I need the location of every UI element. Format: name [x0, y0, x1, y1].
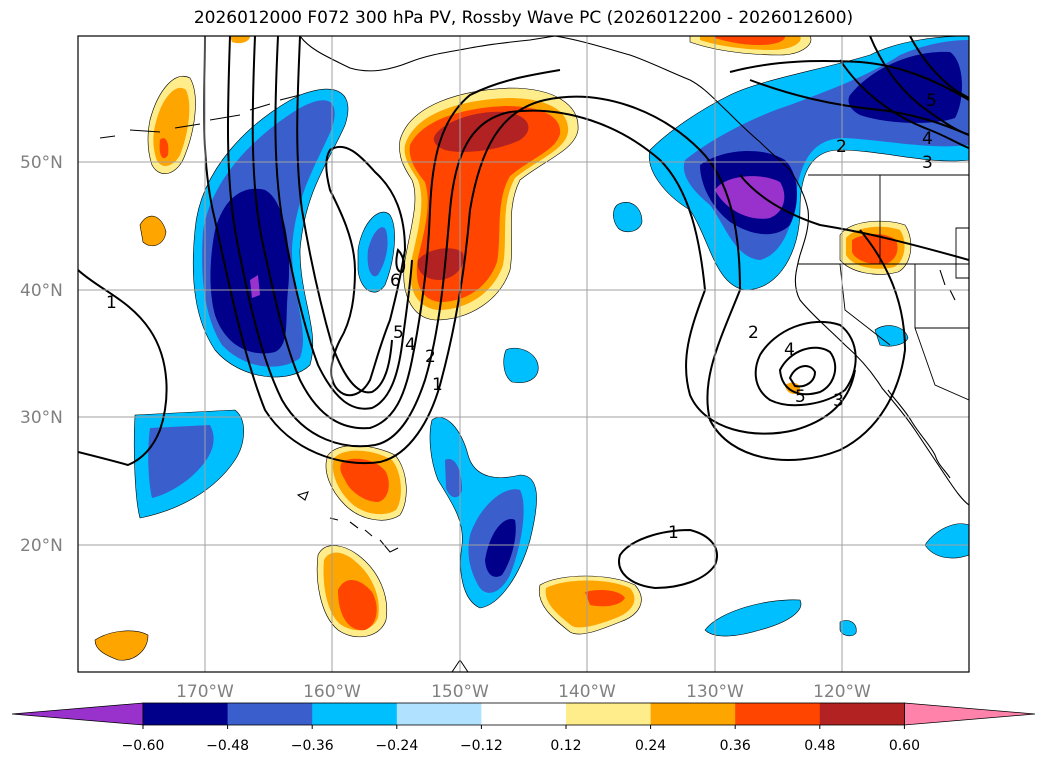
colorbar-segment	[396, 703, 482, 725]
plot-frame	[77, 35, 970, 673]
contour-label: 4	[405, 335, 416, 355]
colorbar-segment	[819, 703, 905, 725]
contour-label: 1	[106, 293, 117, 313]
negative-anomaly-small-6	[924, 523, 969, 559]
contour-label: 1	[668, 523, 679, 543]
negative-anomaly-small-1	[357, 211, 395, 293]
colorbar-segment	[650, 703, 736, 725]
lat-label: 30°N	[20, 408, 63, 428]
lat-label: 40°N	[20, 281, 63, 301]
positive-anomaly-northwest	[147, 76, 196, 174]
lat-label: 20°N	[20, 536, 63, 556]
lat-label: 50°N	[20, 153, 63, 173]
colorbar-segment	[227, 703, 313, 725]
positive-anomaly-south-1	[325, 445, 407, 521]
colorbar-tick-label: 0.12	[550, 738, 581, 754]
negative-anomaly-small-2	[503, 347, 539, 383]
lon-label: 130°W	[686, 682, 744, 702]
colorbar-tick-label: −0.24	[375, 738, 418, 754]
negative-anomaly-central	[429, 417, 537, 609]
colorbar-arrow-left	[11, 702, 144, 726]
colorbar-segment	[481, 703, 567, 725]
positive-anomaly-small-2	[94, 630, 149, 661]
negative-anomaly-west	[192, 88, 349, 378]
colorbar-tick-label: 0.48	[804, 738, 835, 754]
contour-label: 3	[833, 391, 844, 411]
contour-labels: 1 6 5 4 2 1 2 4 5 3 2 3 4 5 1	[106, 91, 937, 543]
negative-anomaly-small-5	[704, 599, 802, 637]
contour-label: 5	[795, 387, 806, 407]
latitude-labels: 50°N 40°N 30°N 20°N	[20, 153, 63, 556]
contour-label: 5	[393, 323, 404, 343]
contour-label: 3	[922, 153, 933, 173]
colorbar-arrow-right	[904, 702, 1036, 726]
colorbar-frame	[142, 702, 905, 726]
positive-anomaly-small-3	[230, 36, 250, 44]
colorbar-tick-label: −0.60	[122, 738, 165, 754]
colorbar-segment	[143, 703, 229, 725]
lon-label: 150°W	[431, 682, 489, 702]
lon-label: 170°W	[176, 682, 234, 702]
lon-label: 120°W	[813, 682, 871, 702]
contour-label: 2	[836, 137, 847, 157]
contour-label: 1	[432, 375, 443, 395]
colorbar-tick-label: 0.24	[635, 738, 666, 754]
contour-label: 2	[425, 347, 436, 367]
negative-anomaly-small-3	[613, 202, 643, 233]
gridlines	[78, 36, 969, 672]
positive-anomaly-south-2	[316, 545, 388, 638]
positive-anomaly-small-1	[139, 215, 167, 247]
positive-anomaly-south-3	[538, 575, 642, 635]
negative-anomaly-northeast	[648, 36, 969, 291]
lon-label: 140°W	[558, 682, 616, 702]
colorbar-tick-label: −0.12	[460, 738, 503, 754]
colorbar-tick-label: −0.48	[206, 738, 249, 754]
colorbar-segment	[566, 703, 652, 725]
pv-contours	[78, 36, 969, 590]
colorbar-tick-label: 0.36	[720, 738, 751, 754]
coastline	[99, 36, 969, 553]
contour-label: 2	[748, 323, 759, 343]
contour-label: 4	[784, 340, 795, 360]
colorbar-tick-label: 0.60	[889, 738, 920, 754]
contour-label: 6	[390, 271, 401, 291]
colorbar-segment	[312, 703, 398, 725]
contour-label: 4	[922, 129, 933, 149]
colorbar-tick-label: −0.36	[291, 738, 334, 754]
negative-anomaly-small-4	[874, 325, 909, 347]
positive-anomaly-east	[839, 220, 912, 275]
map-title: 2026012000 F072 300 hPa PV, Rossby Wave …	[193, 8, 854, 28]
contour-label: 5	[926, 91, 937, 111]
lon-label: 160°W	[303, 682, 361, 702]
negative-anomaly-southwest	[133, 409, 244, 519]
colorbar: −0.60 −0.48 −0.36 −0.24 −0.12 0.12 0.24 0.36 0.4…	[11, 702, 1036, 754]
longitude-labels: 170°W 160°W 150°W 140°W 130°W 120°W	[176, 682, 871, 702]
colorbar-segment	[735, 703, 821, 725]
positive-anomaly-north	[689, 36, 812, 56]
